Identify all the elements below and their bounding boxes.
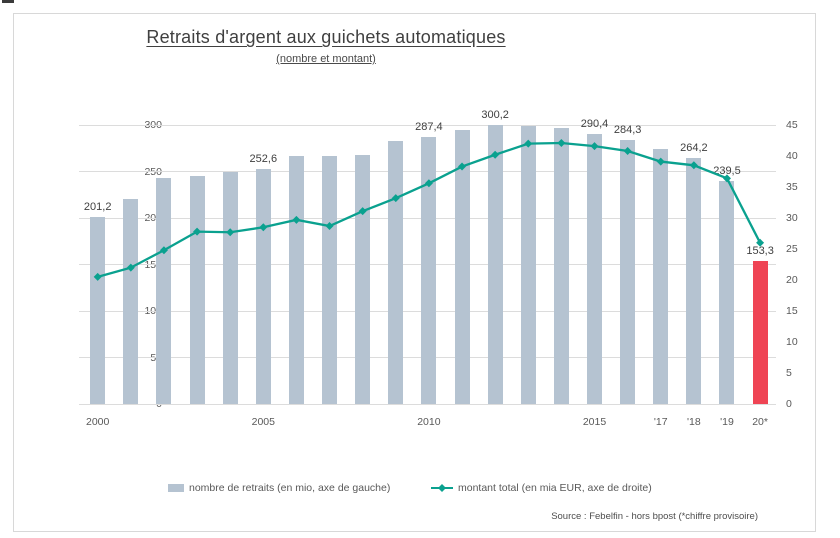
line-marker-2002 (159, 246, 168, 255)
bar-2020 (752, 261, 768, 404)
bar-value-label-2015: 290,4 (580, 117, 609, 130)
right-axis-tick-45: 45 (786, 119, 798, 131)
line-marker-2014 (557, 138, 566, 147)
line-marker-2005 (259, 223, 268, 232)
legend-entry-line: montant total (en mia EUR, axe de droite… (431, 482, 652, 494)
bar-2000 (90, 216, 106, 404)
line-marker-2012 (491, 150, 500, 159)
source-note: Source : Febelfin - hors bpost (*chiffre… (551, 511, 758, 522)
x-axis-tick-2019: '19 (720, 416, 734, 428)
chart-title: Retraits d'argent aux guichets automatiq… (146, 27, 506, 47)
bar-2013 (520, 125, 536, 404)
right-axis-tick-10: 10 (786, 336, 798, 348)
x-axis-tick-2018: '18 (687, 416, 701, 428)
amount-line-series (93, 138, 765, 281)
right-axis-tick-25: 25 (786, 243, 798, 255)
chart-legend: nombre de retraits (en mio, axe de gauch… (14, 482, 815, 498)
legend-entry-bars: nombre de retraits (en mio, axe de gauch… (168, 482, 390, 494)
bar-2011 (454, 129, 470, 404)
bar-2009 (388, 140, 404, 404)
right-axis-tick-35: 35 (786, 181, 798, 193)
chart-subtitle: (nombre et montant) (276, 53, 376, 65)
bar-series-swatch (168, 484, 184, 492)
legend-line-label: montant total (en mia EUR, axe de droite… (458, 482, 652, 494)
bar-value-label-2005: 252,6 (249, 153, 278, 166)
legend-bar-label: nombre de retraits (en mio, axe de gauch… (189, 482, 391, 494)
bar-2018 (686, 158, 702, 404)
line-marker-2019 (722, 174, 731, 183)
bar-2008 (355, 154, 371, 404)
bar-2007 (322, 155, 338, 404)
bar-2006 (288, 155, 304, 404)
line-marker-2001 (126, 263, 135, 272)
line-marker-2015 (590, 142, 599, 151)
right-axis-tick-30: 30 (786, 212, 798, 224)
x-axis-tick-2010: 2010 (417, 416, 441, 428)
right-axis-tick-15: 15 (786, 305, 798, 317)
right-axis-tick-20: 20 (786, 274, 798, 286)
line-marker-2020 (756, 238, 765, 247)
gridline-300 (79, 124, 776, 126)
bar-2004 (222, 172, 238, 404)
x-axis-tick-2020: 20* (752, 416, 768, 428)
line-marker-2007 (325, 222, 334, 231)
bar-value-label-2019: 239,5 (713, 165, 741, 178)
bar-2014 (553, 127, 569, 404)
bar-value-label-2018: 264,2 (680, 142, 708, 155)
x-axis-tick-2000: 2000 (86, 416, 110, 428)
bar-2015 (587, 133, 602, 404)
line-marker-2004 (226, 228, 235, 237)
x-axis-tick-2017: '17 (653, 416, 668, 428)
bar-2010 (421, 136, 437, 404)
bar-value-label-2000: 201,2 (83, 200, 112, 213)
bar-2019 (719, 181, 735, 404)
chart-header: Retraits d'argent aux guichets automatiq… (14, 27, 638, 65)
line-marker-2008 (358, 207, 367, 216)
bar-2016 (620, 139, 636, 404)
line-marker-2003 (193, 227, 202, 236)
plot-area: 201,2 252,6 287,4 300,2 290,4 284,3 264,2 239,5… (79, 109, 776, 405)
bar-value-label-2016: 284,3 (613, 123, 642, 136)
line-series-swatch (431, 484, 453, 492)
right-axis-tick-0: 0 (786, 398, 792, 410)
line-marker-2013 (524, 139, 533, 148)
line-marker-2018 (689, 161, 698, 170)
line-marker-2017 (656, 157, 665, 166)
right-axis-tick-40: 40 (786, 150, 798, 162)
bar-2012 (487, 124, 503, 404)
line-marker-2000 (93, 272, 102, 281)
chart-container: Retraits d'argent aux guichets automatiq… (13, 13, 816, 532)
line-marker-2011 (458, 162, 467, 171)
x-axis-tick-2005: 2005 (251, 416, 275, 428)
bar-2001 (123, 199, 139, 404)
bar-value-label-2020: 153,3 (746, 245, 774, 258)
bar-value-label-2012: 300,2 (481, 108, 509, 121)
bar-2002 (156, 178, 172, 404)
x-axis-tick-2015: 2015 (582, 416, 607, 428)
line-marker-2010 (424, 179, 433, 188)
line-marker-2016 (623, 147, 632, 156)
gridline-0 (79, 403, 776, 405)
line-marker-2009 (391, 194, 400, 203)
window-edge-artifact (2, 0, 14, 3)
line-marker-2006 (292, 215, 301, 224)
bar-2017 (653, 149, 669, 404)
right-axis-tick-5: 5 (786, 367, 792, 379)
bar-value-label-2010: 287,4 (415, 120, 443, 133)
